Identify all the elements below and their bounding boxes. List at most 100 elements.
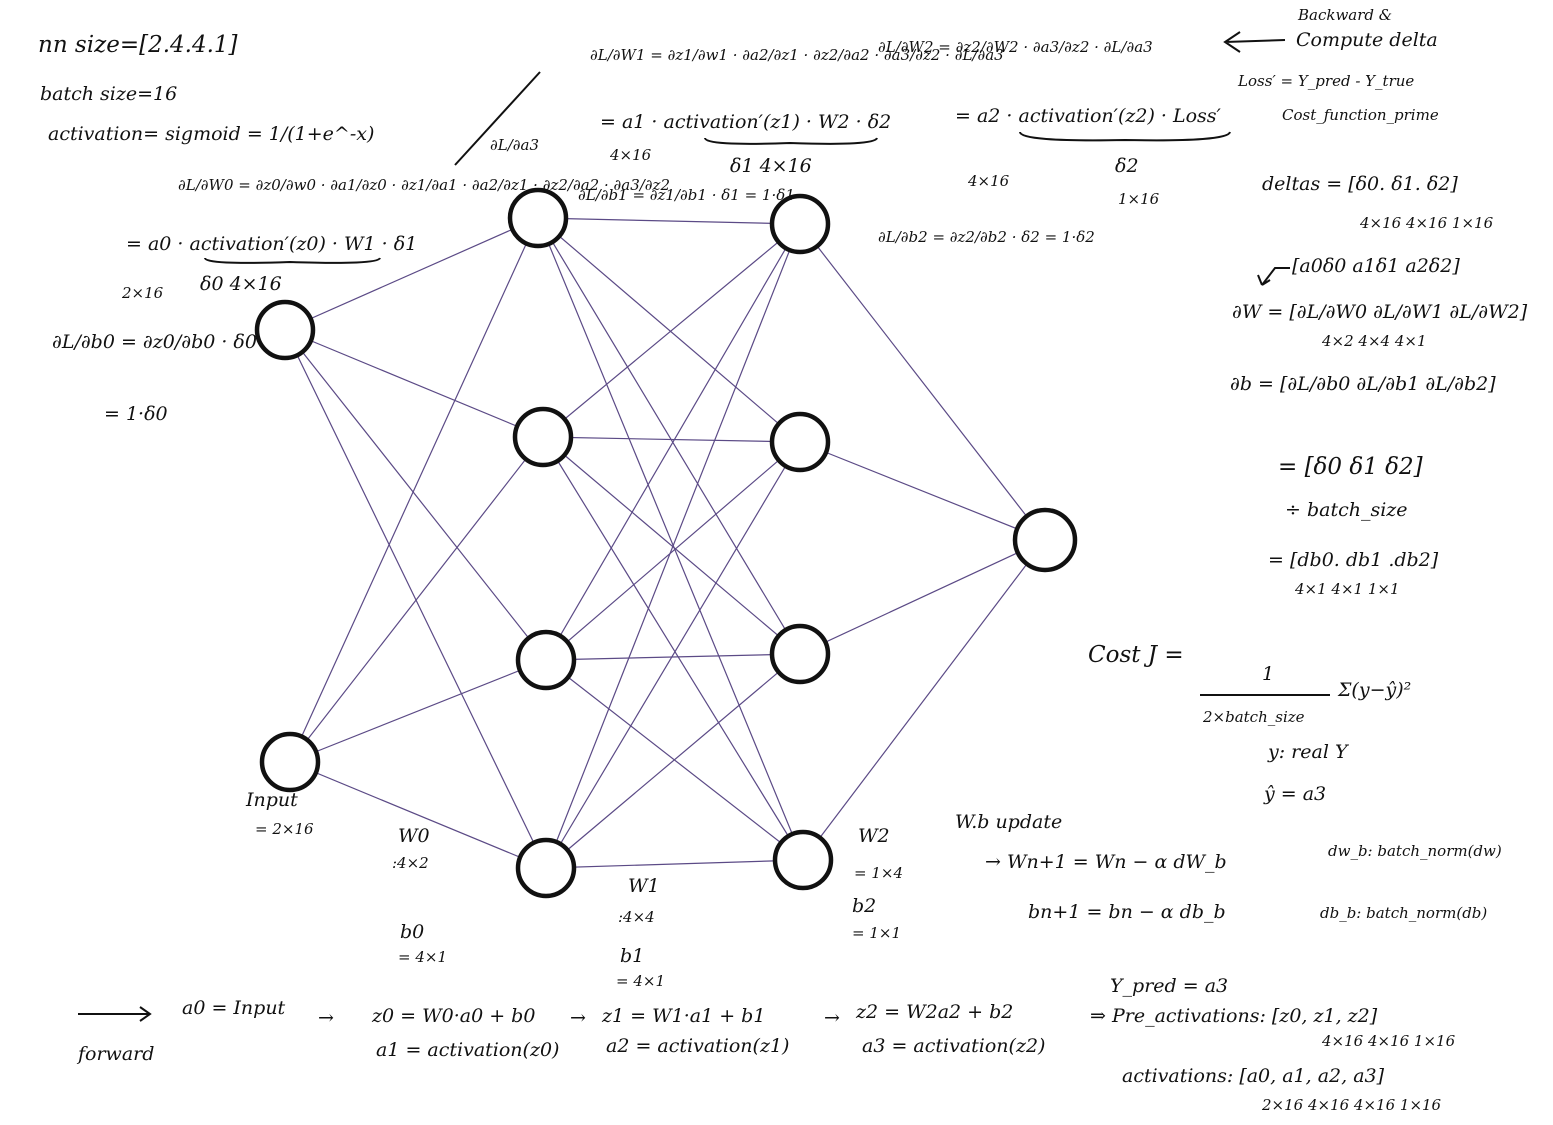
db-b-text: db_b: batch_norm(db) xyxy=(1320,904,1487,922)
db-text: ∂b = [∂L/∂b0 ∂L/∂b1 ∂L/∂b2] xyxy=(1230,373,1496,395)
delta2-shape-text: 1×16 xyxy=(1118,190,1160,208)
div-batch-text: ÷ batch_size xyxy=(1285,499,1408,521)
b1-shape-label: = 4×1 xyxy=(616,972,665,990)
nn-size-text: nn size=[2.4.4.1] xyxy=(38,32,238,58)
pointer-arrow xyxy=(454,71,541,166)
b2-label: b2 xyxy=(852,895,876,917)
neuron-layer3-0 xyxy=(1012,507,1078,573)
neuron-layer1-3 xyxy=(515,837,577,899)
y-real-text: y: real Y xyxy=(1267,741,1350,763)
edge-l1-n1-to-n0 xyxy=(542,223,801,438)
dl-db0-result-text: = 1·δ0 xyxy=(104,403,168,425)
db-eq-text: = [δ0 δ1 δ2] xyxy=(1278,454,1423,480)
dl-dw2-text: ∂L/∂W2 = ∂z2/∂W2 · ∂a3/∂z2 · ∂L/∂a3 xyxy=(878,38,1153,56)
batch-size-text: batch size=16 xyxy=(40,83,177,105)
edge-l1-n3-to-n3 xyxy=(545,859,804,869)
shape-4x16-b-text: 4×16 xyxy=(967,172,1010,190)
pre-activations-text: ⇒ Pre_activations: [z0, z1, z2] xyxy=(1090,1005,1378,1027)
cost-prime-text: Cost_function_prime xyxy=(1282,106,1439,124)
dw-text: ∂W = [∂L/∂W0 ∂L/∂W1 ∂L/∂W2] xyxy=(1232,301,1528,323)
w1-shape-label: :4×4 xyxy=(618,908,655,926)
input-shape-label: = 2×16 xyxy=(255,820,314,838)
dl-dw2-expand-text: = a2 · activation′(z2) · Loss′ xyxy=(955,105,1222,127)
dl-da3-text: ∂L/∂a3 xyxy=(490,136,539,154)
edge-l1-n1-to-n1 xyxy=(542,436,801,443)
dw-shapes-text: 4×2 4×4 4×1 xyxy=(1321,332,1427,350)
db-list-text: = [db0. db1 .db2] xyxy=(1268,549,1439,571)
edge-l2-n3-to-n0 xyxy=(802,539,1046,861)
edge-l1-n2-to-n2 xyxy=(545,653,801,661)
brace-delta2 xyxy=(1019,131,1231,142)
forward-arrow xyxy=(78,1006,152,1022)
edge-l1-n3-to-n2 xyxy=(545,653,801,869)
cost-label-text: Cost J = xyxy=(1088,642,1184,668)
neuron-layer0-1 xyxy=(259,731,321,793)
delta2-text: δ2 xyxy=(1115,155,1139,177)
y-hat-text: ŷ = a3 xyxy=(1263,783,1326,805)
shape-4x16-a-text: 4×16 xyxy=(609,146,652,164)
compute-arrow xyxy=(1223,31,1286,53)
edge-l1-n0-to-n3 xyxy=(537,217,804,861)
y-pred-text: Y_pred = a3 xyxy=(1110,975,1228,997)
loss-def-text: Loss′ = Y_pred - Y_true xyxy=(1237,72,1414,90)
neuron-layer2-1 xyxy=(769,411,831,473)
b2-shape-label: = 1×1 xyxy=(852,924,901,942)
edge-l1-n1-to-n3 xyxy=(542,436,804,861)
edge-l0-n0-to-n1 xyxy=(284,329,544,438)
neuron-layer0-0 xyxy=(254,299,316,361)
dl-db2-text: ∂L/∂b2 = ∂z2/∂b2 · δ2 = 1·δ2 xyxy=(878,228,1095,246)
z2-text: z2 = W2a2 + b2 xyxy=(855,1001,1013,1023)
input-label: Input xyxy=(245,789,298,811)
brace-delta0 xyxy=(204,257,381,264)
dl-dw1-text: ∂L/∂W1 = ∂z1/∂w1 · ∂a2/∂z1 · ∂z2/∂a2 · ∂… xyxy=(590,46,1004,64)
edge-l1-n0-to-n1 xyxy=(537,217,801,443)
edge-l2-n0-to-n0 xyxy=(799,223,1046,541)
deltas-text: deltas = [δ0. δ1. δ2] xyxy=(1262,173,1458,195)
arrow-2: → xyxy=(570,1007,586,1029)
activation-text: activation= sigmoid = 1/(1+e^-x) xyxy=(48,123,374,145)
edge-l1-n3-to-n1 xyxy=(545,441,801,869)
backward-label-text: Backward & xyxy=(1297,6,1392,24)
a0-text: a0 = Input xyxy=(182,997,286,1019)
neuron-layer1-2 xyxy=(515,629,577,691)
cost-den-text: 2×batch_size xyxy=(1202,708,1305,726)
delta1-text: δ1 4×16 xyxy=(730,155,812,177)
a-delta-row-text: [a0δ0 a1δ1 a2δ2] xyxy=(1292,255,1460,277)
edge-l0-n1-to-n3 xyxy=(289,761,547,869)
pre-shapes-text: 4×16 4×16 1×16 xyxy=(1321,1032,1456,1050)
neuron-layer1-1 xyxy=(512,406,574,468)
w0-label: W0 xyxy=(398,825,430,847)
edge-l0-n1-to-n2 xyxy=(289,659,547,763)
b0-label: b0 xyxy=(400,921,424,943)
cost-num-text: 1 xyxy=(1262,663,1274,685)
neuron-layer2-3 xyxy=(772,829,834,891)
dl-db1-text: ∂L/∂b1 = ∂z1/∂b1 · δ1 = 1·δ1 xyxy=(578,186,795,204)
a-delta-arrow xyxy=(1257,267,1290,286)
w0-shape-label: :4×2 xyxy=(392,854,429,872)
act-shapes-text: 2×16 4×16 4×16 1×16 xyxy=(1261,1096,1442,1114)
edge-l1-n0-to-n2 xyxy=(537,217,801,655)
a2-text: a2 = activation(z1) xyxy=(606,1035,789,1057)
b1-label: b1 xyxy=(620,945,644,967)
edge-l0-n0-to-n2 xyxy=(284,329,547,661)
neuron-layer1-0 xyxy=(507,187,569,249)
w-rule-text: → Wn+1 = Wn − α dW_b xyxy=(985,851,1227,873)
update-title-text: W.b update xyxy=(955,811,1062,833)
edge-l1-n0-to-n0 xyxy=(537,217,801,225)
edge-l2-n1-to-n0 xyxy=(799,441,1046,541)
edge-l1-n3-to-n0 xyxy=(545,223,801,869)
w1-label: W1 xyxy=(628,875,660,897)
cost-sum-text: Σ(y−ŷ)² xyxy=(1337,679,1411,701)
edge-l0-n0-to-n3 xyxy=(284,329,547,869)
delta0-text: δ0 4×16 xyxy=(200,273,282,295)
activations-text: activations: [a0, a1, a2, a3] xyxy=(1122,1065,1385,1087)
network-nodes xyxy=(254,187,1078,899)
edge-l1-n1-to-n2 xyxy=(542,436,801,655)
edge-l0-n1-to-n0 xyxy=(289,217,539,763)
a3-text: a3 = activation(z2) xyxy=(862,1035,1045,1057)
w2-label: W2 xyxy=(858,825,890,847)
b-rule-text: bn+1 = bn − α db_b xyxy=(1028,901,1226,923)
edge-l0-n1-to-n1 xyxy=(289,436,544,763)
a1-text: a1 = activation(z0) xyxy=(376,1039,559,1061)
